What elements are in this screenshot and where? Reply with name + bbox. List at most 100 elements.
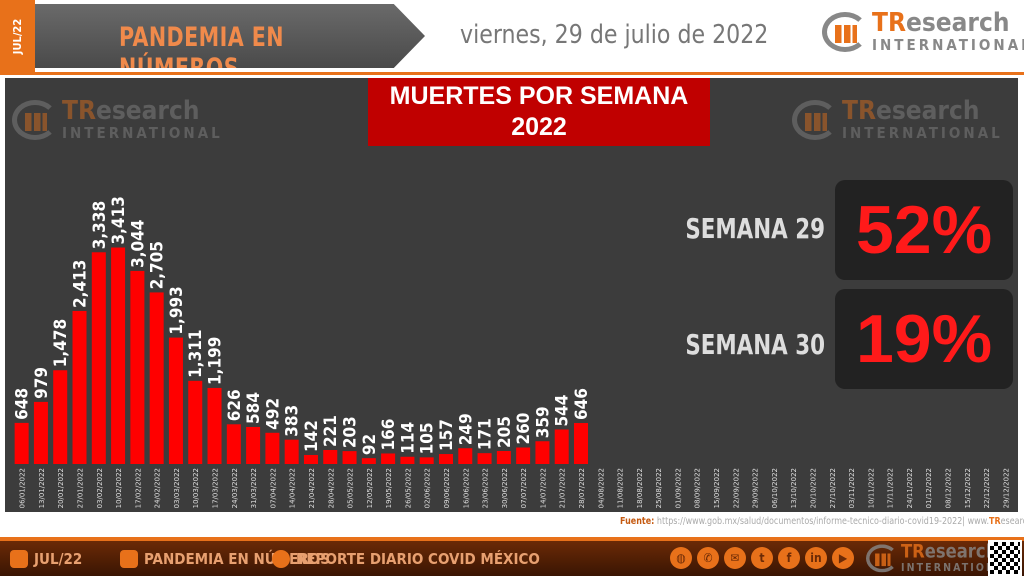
bar xyxy=(516,447,531,464)
bar xyxy=(438,454,453,464)
x-tick-label: 17/11/2022 xyxy=(887,468,895,508)
bar xyxy=(323,449,338,464)
footer-report: REPORTE DIARIO COVID MÉXICO xyxy=(272,550,540,568)
bar xyxy=(14,422,29,464)
bar xyxy=(53,370,68,464)
bar xyxy=(130,270,145,464)
bar-value-label: 979 xyxy=(32,367,52,399)
logo-tr: TR xyxy=(901,541,925,563)
bar-value-label: 584 xyxy=(244,392,264,424)
x-tick-label: 03/02/2022 xyxy=(96,468,104,508)
logo-rest: esearch xyxy=(924,541,998,563)
twitter-icon[interactable]: t xyxy=(751,547,773,569)
bar xyxy=(265,432,280,464)
bar-value-label: 359 xyxy=(533,406,553,438)
week29-label: SEMANA 29 xyxy=(685,212,825,245)
bar xyxy=(303,454,318,464)
report-date: viernes, 29 de julio de 2022 xyxy=(460,20,769,50)
x-tick-label: 07/04/2022 xyxy=(269,468,277,508)
footer-month: JUL/22 xyxy=(10,550,82,568)
x-tick-label: 09/06/2022 xyxy=(443,468,451,508)
bar-value-label: 166 xyxy=(379,419,399,451)
bar-value-label: 3,044 xyxy=(128,220,148,268)
bar xyxy=(381,453,396,464)
x-tick-label: 27/01/2022 xyxy=(77,468,85,508)
x-tick-label: 14/07/2022 xyxy=(539,468,547,508)
bar-value-label: 260 xyxy=(514,413,534,445)
bar xyxy=(111,247,126,464)
x-tick-label: 28/07/2022 xyxy=(578,468,586,508)
x-tick-label: 16/06/2022 xyxy=(462,468,470,508)
x-tick-label: 29/12/2022 xyxy=(1002,468,1010,508)
x-tick-label: 25/08/2022 xyxy=(655,468,663,508)
bar-value-label: 383 xyxy=(283,405,303,437)
x-tick-label: 24/02/2022 xyxy=(154,468,162,508)
bar xyxy=(361,458,376,464)
x-tick-label: 29/09/2022 xyxy=(752,468,760,508)
globe-icon[interactable]: ◍ xyxy=(670,547,692,569)
x-tick-label: 10/03/2022 xyxy=(192,468,200,508)
logo-rest: esearch xyxy=(95,96,200,126)
x-tick-label: 14/04/2022 xyxy=(289,468,297,508)
x-tick-label: 15/12/2022 xyxy=(964,468,972,508)
x-tick-label: 21/07/2022 xyxy=(559,468,567,508)
site-prefix: www. xyxy=(967,516,989,527)
x-tick-label: 24/03/2022 xyxy=(231,468,239,508)
x-tick-label: 12/05/2022 xyxy=(366,468,374,508)
bar xyxy=(33,401,48,464)
mail-icon[interactable]: ✉ xyxy=(724,547,746,569)
logo-chart-icon xyxy=(12,100,58,140)
logo-tr: TR xyxy=(842,96,876,126)
chat-chart-icon xyxy=(272,550,290,568)
watermark-logo-right: TResearch INTERNATIONAL xyxy=(792,98,1003,142)
linkedin-icon[interactable]: in xyxy=(805,547,827,569)
phone-icon[interactable]: ✆ xyxy=(697,547,719,569)
week29-value: 52% xyxy=(835,180,1013,280)
source-label: Fuente: xyxy=(620,516,655,527)
bar-value-label: 249 xyxy=(456,413,476,445)
x-tick-label: 06/10/2022 xyxy=(771,468,779,508)
x-tick-label: 20/10/2022 xyxy=(809,468,817,508)
x-tick-label: 30/06/2022 xyxy=(501,468,509,508)
logo-chart-icon xyxy=(792,100,838,140)
x-tick-label: 04/08/2022 xyxy=(597,468,605,508)
bar-value-label: 544 xyxy=(553,395,573,427)
x-tick-label: 08/12/2022 xyxy=(944,468,952,508)
source-url[interactable]: https://www.gob.mx/salud/documentos/info… xyxy=(656,516,966,527)
bar xyxy=(477,453,492,464)
x-tick-label: 20/01/2022 xyxy=(57,468,65,508)
x-tick-label: 10/02/2022 xyxy=(115,468,123,508)
bar-value-label: 114 xyxy=(398,422,418,454)
x-tick-label: 13/01/2022 xyxy=(38,468,46,508)
logo-chart-icon xyxy=(822,12,868,52)
facebook-icon[interactable]: f xyxy=(778,547,800,569)
bar xyxy=(419,457,434,464)
x-tick-label: 22/09/2022 xyxy=(732,468,740,508)
youtube-icon[interactable]: ▶ xyxy=(832,547,854,569)
bar xyxy=(342,451,357,464)
header: JUL/22 PANDEMIA EN NÚMEROS viernes, 29 d… xyxy=(0,0,1024,72)
bar xyxy=(246,426,261,464)
logo-rest: esearch xyxy=(905,8,1010,38)
logo-sub: INTERNATIONAL xyxy=(901,561,1014,574)
logo-rest: esearch xyxy=(875,96,980,126)
x-tick-label: 03/03/2022 xyxy=(173,468,181,508)
bar-value-label: 105 xyxy=(418,422,438,454)
bar-value-label: 3,413 xyxy=(109,196,129,244)
footer-month-label: JUL/22 xyxy=(34,550,83,568)
bar-value-label: 92 xyxy=(360,434,380,455)
qr-code[interactable] xyxy=(988,540,1022,576)
x-tick-label: 01/12/2022 xyxy=(925,468,933,508)
site-tr: TR xyxy=(989,516,1001,527)
logo-sub: INTERNATIONAL xyxy=(872,36,1024,54)
bar xyxy=(400,456,415,464)
logo-tr: TR xyxy=(62,96,96,126)
bar-value-label: 2,413 xyxy=(71,260,91,308)
x-tick-label: 08/09/2022 xyxy=(694,468,702,508)
x-tick-label: 07/07/2022 xyxy=(520,468,528,508)
bar-value-label: 1,993 xyxy=(167,286,187,334)
bar-value-label: 1,478 xyxy=(51,319,71,367)
footer: JUL/22 PANDEMIA EN NÚMEROS REPORTE DIARI… xyxy=(0,537,1024,576)
x-tick-label: 06/01/2022 xyxy=(19,468,27,508)
